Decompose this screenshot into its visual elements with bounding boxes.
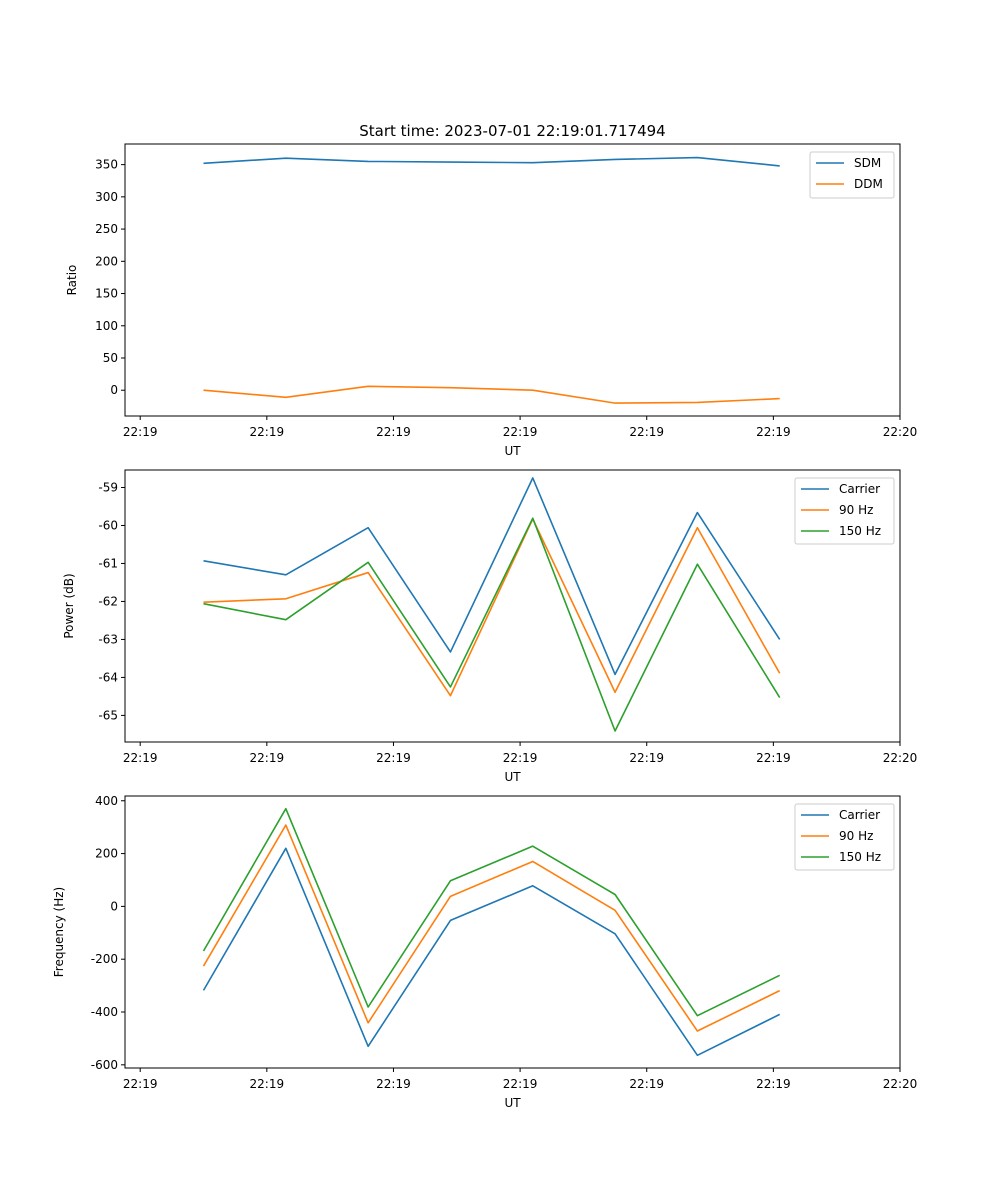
legend: Carrier 90 Hz 150 Hz xyxy=(794,803,895,871)
series-line-frequency-0 xyxy=(202,847,781,1057)
panel-frequency: 22:19 22:19 22:19 22:19 22:19 22:19 22:20 -600 -… xyxy=(52,794,917,1110)
x-tick-label: 22:19 xyxy=(503,751,538,765)
x-axis-label: UT xyxy=(504,770,521,784)
y-tick-label: -61 xyxy=(98,556,118,570)
x-tick-label: 22:19 xyxy=(123,1077,158,1091)
x-tick-label: 22:19 xyxy=(629,751,664,765)
y-tick-label: 300 xyxy=(95,190,118,204)
x-tick-label: 22:19 xyxy=(756,425,791,439)
legend-label: 150 Hz xyxy=(839,850,881,864)
y-tick-label: 150 xyxy=(95,287,118,301)
legend-label: SDM xyxy=(854,156,881,170)
x-tick-label: 22:19 xyxy=(756,1077,791,1091)
y-axis-label: Power (dB) xyxy=(62,573,76,638)
y-tick-label: 50 xyxy=(103,351,118,365)
y-tick-label: 100 xyxy=(95,319,118,333)
series-line-frequency-2 xyxy=(202,807,781,1017)
panel-power: 22:19 22:19 22:19 22:19 22:19 22:19 22:20 -65 -6… xyxy=(62,469,918,784)
x-tick-label: 22:19 xyxy=(503,1077,538,1091)
legend-label: 150 Hz xyxy=(839,524,881,538)
y-tick-label: -400 xyxy=(91,1005,118,1019)
series-line-frequency-1 xyxy=(202,824,781,1032)
x-tick-label: 22:19 xyxy=(123,425,158,439)
y-axis-label: Frequency (Hz) xyxy=(52,887,66,978)
y-tick-label: 400 xyxy=(95,794,118,808)
x-tick-label: 22:19 xyxy=(756,751,791,765)
x-tick-label: 22:19 xyxy=(250,751,285,765)
y-tick-label: -600 xyxy=(91,1058,118,1072)
x-tick-label: 22:19 xyxy=(376,751,411,765)
y-tick-label: 200 xyxy=(95,847,118,861)
x-tick-label: 22:20 xyxy=(883,1077,918,1091)
y-tick-label: -60 xyxy=(98,518,118,532)
y-tick-label: 0 xyxy=(110,383,118,397)
series-line-power-2 xyxy=(203,517,781,732)
series-line-power-1 xyxy=(203,518,781,697)
legend: Carrier 90 Hz 150 Hz xyxy=(794,477,895,545)
series-line-ratio-1 xyxy=(203,385,780,404)
x-tick-label: 22:20 xyxy=(883,751,918,765)
y-axis-label: Ratio xyxy=(65,265,79,296)
x-axis-label: UT xyxy=(504,444,521,458)
y-tick-label: 350 xyxy=(95,158,118,172)
x-tick-label: 22:19 xyxy=(123,751,158,765)
x-tick-label: 22:20 xyxy=(883,425,918,439)
x-axis-label: UT xyxy=(504,1096,521,1110)
y-tick-label: -65 xyxy=(98,708,118,722)
x-tick-label: 22:19 xyxy=(250,1077,285,1091)
legend-frame xyxy=(794,803,895,871)
x-tick-label: 22:19 xyxy=(376,1077,411,1091)
axes-frame xyxy=(124,469,901,743)
legend-label: Carrier xyxy=(839,482,880,496)
legend-frame xyxy=(794,477,895,545)
y-tick-label: -59 xyxy=(98,480,118,494)
x-tick-label: 22:19 xyxy=(629,425,664,439)
legend: SDM DDM xyxy=(809,151,895,199)
panel-ratio: 22:19 22:19 22:19 22:19 22:19 22:19 22:20 0 50 10… xyxy=(65,143,918,458)
axes-frame xyxy=(124,795,901,1069)
y-tick-label: -63 xyxy=(98,632,118,646)
x-tick-label: 22:19 xyxy=(629,1077,664,1091)
series-line-power-0 xyxy=(203,477,781,676)
series-line-ratio-0 xyxy=(203,156,780,167)
axes-frame xyxy=(124,143,901,417)
legend-label: 90 Hz xyxy=(839,829,873,843)
y-tick-label: -200 xyxy=(91,952,118,966)
legend-label: Carrier xyxy=(839,808,880,822)
chart-title: Start time: 2023-07-01 22:19:01.717494 xyxy=(359,122,665,140)
y-tick-label: -64 xyxy=(98,670,118,684)
y-tick-label: 200 xyxy=(95,254,118,268)
legend-label: 90 Hz xyxy=(839,503,873,517)
panels: 22:19 22:19 22:19 22:19 22:19 22:19 22:20 0 50 10… xyxy=(52,143,918,1110)
x-tick-label: 22:19 xyxy=(376,425,411,439)
x-tick-label: 22:19 xyxy=(250,425,285,439)
x-tick-label: 22:19 xyxy=(503,425,538,439)
y-tick-label: -62 xyxy=(98,594,118,608)
legend-frame xyxy=(809,151,895,199)
legend-label: DDM xyxy=(854,177,883,191)
y-tick-label: 250 xyxy=(95,222,118,236)
y-tick-label: 0 xyxy=(110,899,118,913)
